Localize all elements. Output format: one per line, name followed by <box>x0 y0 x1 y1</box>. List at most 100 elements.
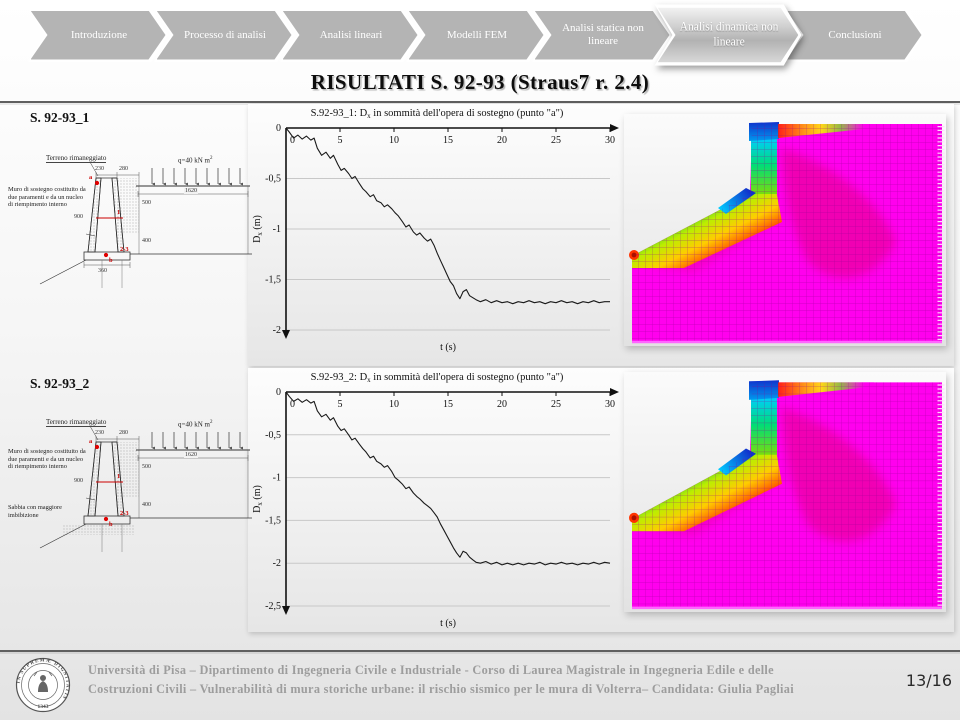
wall-diagram-2-art <box>6 402 254 574</box>
svg-text:-0,5: -0,5 <box>265 174 281 185</box>
svg-text:-1: -1 <box>273 224 281 235</box>
section-s92-93-1: S. 92-93_1 Terreno rimaneggiato q=40 kN … <box>0 104 960 366</box>
nav-item-introduzione[interactable]: Introduzione <box>28 8 168 62</box>
svg-text:S.92-93_2: Dx in sommità dell': S.92-93_2: Dx in sommità dell'opera di s… <box>311 372 564 384</box>
section-s92-93-2: S. 92-93_2 Terreno rimaneggiato q=40 kN … <box>0 368 960 632</box>
marker-1-label: 1 <box>117 209 121 216</box>
wall-diagram-1-art <box>6 138 254 290</box>
logo-year-text: 1343 <box>38 704 49 710</box>
dim-230: 230 <box>95 166 104 172</box>
fem-mesh-2-art <box>624 372 946 612</box>
wall-description-label: Muro di sostegno costituito da due param… <box>8 186 86 209</box>
dim-400: 400 <box>142 502 151 508</box>
marker-1-label: 1 <box>117 473 121 480</box>
displacement-chart-2: S.92-93_2: Dx in sommità dell'opera di s… <box>250 368 624 635</box>
fem-mesh-image-1 <box>624 114 946 346</box>
svg-text:Dx (m): Dx (m) <box>252 215 264 243</box>
svg-text:30: 30 <box>605 135 615 146</box>
displacement-chart-1: S.92-93_1: Dx in sommità dell'opera di s… <box>250 104 624 359</box>
dim-1620: 1620 <box>184 188 198 194</box>
nav-item-label: Introduzione <box>70 28 128 41</box>
page-number: 13/16 <box>905 671 952 690</box>
title-divider <box>0 101 960 103</box>
nav-item-conclusioni[interactable]: Conclusioni <box>784 8 924 62</box>
breadcrumb-nav: Introduzione Processo di analisi Analisi… <box>28 8 924 62</box>
nav-item-analisi-statica-non-lineare[interactable]: Analisi statica non lineare <box>532 8 672 62</box>
dim-1620: 1620 <box>184 452 198 458</box>
nav-item-label: Modelli FEM <box>446 28 508 41</box>
marker-a-label: a <box>89 438 93 445</box>
dim-280: 280 <box>119 166 128 172</box>
chart-2-svg: S.92-93_2: Dx in sommità dell'opera di s… <box>252 372 619 629</box>
section-1-heading: S. 92-93_1 <box>30 110 90 125</box>
svg-text:20: 20 <box>497 135 507 146</box>
footer-line-1: Università di Pisa – Dipartimento di Ing… <box>88 663 774 677</box>
svg-text:20: 20 <box>497 399 507 410</box>
terrain-label: Terreno rimaneggiato <box>46 418 107 428</box>
svg-text:0: 0 <box>276 387 281 398</box>
svg-text:-1,5: -1,5 <box>265 515 281 526</box>
dim-500: 500 <box>142 200 151 206</box>
dim-230: 230 <box>95 430 104 436</box>
svg-text:S.92-93_1: Dx in sommità dell': S.92-93_1: Dx in sommità dell'opera di s… <box>311 108 564 120</box>
svg-text:t (s): t (s) <box>440 618 456 629</box>
fem-mesh-1-art <box>624 114 946 346</box>
svg-text:10: 10 <box>389 399 399 410</box>
dim-280: 280 <box>119 430 128 436</box>
marker-2-3-label: 2-3 <box>120 246 129 253</box>
nav-item-analisi-dinamica-non-lineare-active[interactable]: Analisi dinamica non lineare <box>655 4 802 66</box>
dim-900: 900 <box>74 214 83 220</box>
fem-mesh-image-2 <box>624 372 946 612</box>
footer-divider <box>0 650 960 652</box>
svg-text:30: 30 <box>605 399 615 410</box>
nav-item-modelli-fem[interactable]: Modelli FEM <box>406 8 546 62</box>
svg-text:25: 25 <box>551 135 561 146</box>
wall-description-label: Muro di sostegno costituito da due param… <box>8 448 86 471</box>
svg-text:0: 0 <box>290 135 295 146</box>
dim-360: 360 <box>98 268 107 274</box>
dim-900: 900 <box>74 478 83 484</box>
footer-line-2: Costruzioni Civili – Vulnerabilità di mu… <box>88 682 794 697</box>
marker-a-label: a <box>89 174 93 181</box>
nav-item-label: Conclusioni <box>828 28 882 41</box>
nav-item-processo-di-analisi[interactable]: Processo di analisi <box>154 8 294 62</box>
svg-text:0: 0 <box>290 399 295 410</box>
nav-item-label: Analisi statica non lineare <box>562 22 644 47</box>
nav-item-label: Analisi lineari <box>319 28 383 41</box>
svg-text:-2: -2 <box>273 325 281 336</box>
svg-text:0: 0 <box>276 123 281 134</box>
svg-text:t (s): t (s) <box>440 342 456 353</box>
sand-label: Sabbia con maggiore imbibizione <box>8 504 62 519</box>
wall-cross-section-diagram-2: Terreno rimaneggiato q=40 kN m2 Muro di … <box>6 402 254 574</box>
svg-text:10: 10 <box>389 135 399 146</box>
page-title: RISULTATI S. 92-93 (Straus7 r. 2.4) <box>310 70 650 94</box>
marker-b-label: b <box>109 521 113 528</box>
svg-text:5: 5 <box>338 399 343 410</box>
nav-item-label: Analisi dinamica non lineare <box>679 20 779 49</box>
load-label: q=40 kN m2 <box>178 156 213 165</box>
svg-text:Dx (m): Dx (m) <box>252 485 264 513</box>
svg-text:15: 15 <box>443 135 453 146</box>
marker-2-3-label: 2-3 <box>120 510 129 517</box>
svg-text:-2,5: -2,5 <box>265 601 281 612</box>
dim-400: 400 <box>142 238 151 244</box>
svg-text:5: 5 <box>338 135 343 146</box>
dim-500: 500 <box>142 464 151 470</box>
svg-text:15: 15 <box>443 399 453 410</box>
svg-text:-1: -1 <box>273 473 281 484</box>
svg-text:-2: -2 <box>273 558 281 569</box>
nav-item-analisi-lineari[interactable]: Analisi lineari <box>280 8 420 62</box>
chart-1-svg: S.92-93_1: Dx in sommità dell'opera di s… <box>252 108 619 353</box>
wall-cross-section-diagram-1: Terreno rimaneggiato q=40 kN m2 Muro di … <box>6 138 254 290</box>
section-2-heading: S. 92-93_2 <box>30 376 90 391</box>
marker-b-label: b <box>109 257 113 264</box>
svg-text:25: 25 <box>551 399 561 410</box>
terrain-label: Terreno rimaneggiato <box>46 154 107 164</box>
svg-text:-1,5: -1,5 <box>265 275 281 286</box>
university-of-pisa-seal-icon: IN SUPREMÆ DIGNITATIS 1343 <box>15 657 71 713</box>
footer-caption: Università di Pisa – Dipartimento di Ing… <box>88 661 900 699</box>
svg-text:-0,5: -0,5 <box>265 430 281 441</box>
nav-item-label: Processo di analisi <box>184 28 266 41</box>
load-label: q=40 kN m2 <box>178 420 213 429</box>
